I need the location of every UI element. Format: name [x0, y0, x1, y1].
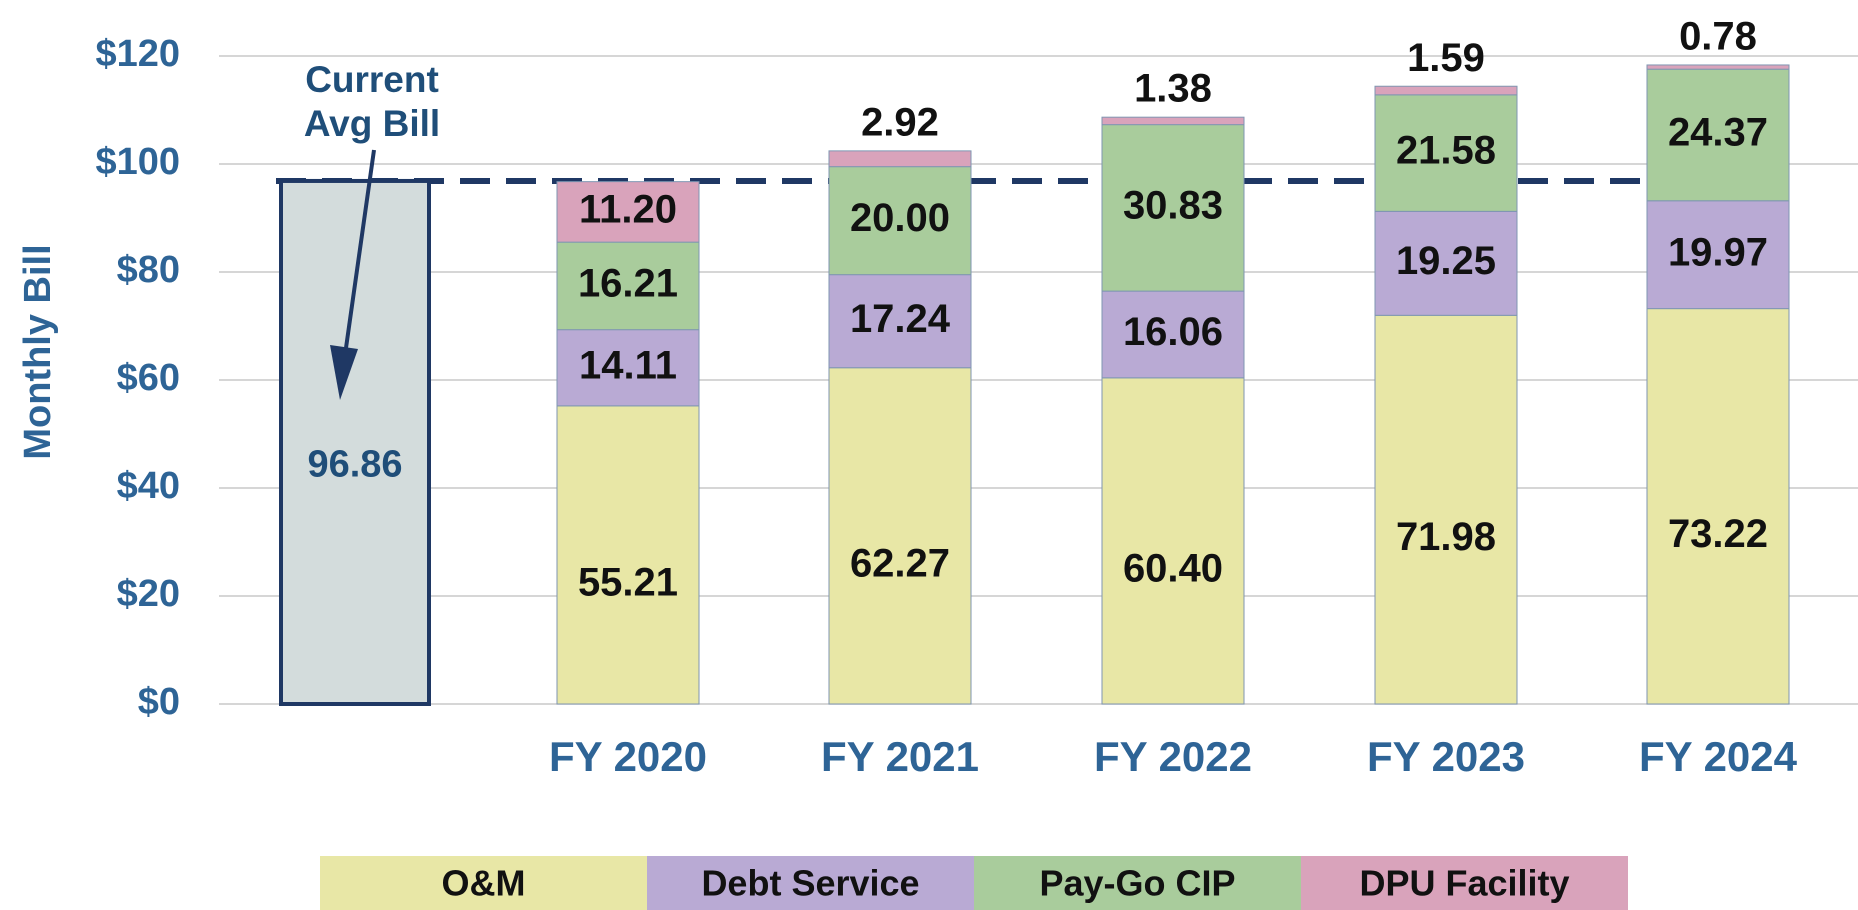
bar: [279, 178, 431, 706]
data-label: 11.20: [579, 187, 677, 231]
data-label: 71.98: [1396, 515, 1496, 559]
bar-segment: [828, 166, 972, 276]
data-label: 20.00: [850, 196, 950, 240]
x-tick-label: FY 2022: [1094, 733, 1252, 780]
legend-swatch: [974, 856, 1301, 910]
data-label: 55.21: [578, 560, 678, 604]
bar-segment: [1374, 85, 1518, 96]
data-label: 0.78: [1679, 15, 1757, 59]
bar-segment: [1646, 308, 1790, 705]
y-tick-label: $60: [117, 357, 180, 399]
x-tick-label: FY 2021: [821, 733, 979, 780]
bar-segment: [556, 405, 700, 705]
legend-label: Pay-Go CIP: [1039, 863, 1235, 904]
bar-segment: [556, 181, 700, 243]
bar-segment: [1374, 210, 1518, 316]
legend-label: O&M: [442, 863, 526, 904]
arrow-head: [330, 345, 358, 400]
legend-swatch: [647, 856, 974, 910]
data-label: 16.06: [1123, 310, 1223, 354]
bar-segment: [1101, 290, 1245, 379]
bar-segment: [1646, 200, 1790, 310]
legend-label: DPU Facility: [1359, 863, 1569, 904]
bar-segment: [1374, 94, 1518, 212]
bar-segment: [1374, 314, 1518, 705]
data-label: 1.38: [1134, 67, 1212, 111]
x-tick-label: FY 2020: [549, 733, 707, 780]
annotation-text: Current Avg Bill: [303, 59, 441, 144]
bar-segment: [1101, 124, 1245, 292]
y-axis-title: Monthly Bill: [17, 244, 59, 459]
data-label: 14.11: [579, 343, 677, 387]
y-tick-label: $120: [95, 33, 180, 75]
y-tick-label: $0: [138, 681, 180, 723]
data-label: 17.24: [850, 297, 951, 341]
y-tick-label: $40: [117, 465, 180, 507]
bar-segment: [1646, 64, 1790, 70]
x-tick-label: FY 2024: [1639, 733, 1798, 780]
legend-swatch: [320, 856, 647, 910]
data-label: 30.83: [1123, 183, 1223, 227]
x-tick-label: FY 2023: [1367, 733, 1525, 780]
data-label: 21.58: [1396, 129, 1496, 173]
legend-swatch: [1301, 856, 1628, 910]
data-label: 19.25: [1396, 239, 1496, 283]
bar-segment: [1646, 68, 1790, 202]
arrow: [343, 149, 376, 356]
bar-segment: [828, 150, 972, 168]
y-tick-label: $20: [117, 573, 180, 615]
data-label: 16.21: [578, 261, 678, 305]
bar-segment: [1101, 377, 1245, 705]
data-label: 96.86: [307, 443, 402, 485]
bar-segment: [556, 329, 700, 407]
data-label: 24.37: [1668, 111, 1768, 155]
data-label: 73.22: [1668, 512, 1768, 556]
legend-label: Debt Service: [701, 863, 919, 904]
bar-segment: [828, 274, 972, 369]
data-label: 2.92: [861, 100, 939, 144]
bar-segment: [828, 367, 972, 705]
bar-segment: [1101, 116, 1245, 126]
bar-segment: [556, 241, 700, 331]
data-label: 62.27: [850, 541, 950, 585]
data-label: 60.40: [1123, 546, 1223, 590]
data-label: 1.59: [1407, 36, 1485, 80]
y-tick-label: $80: [117, 249, 180, 291]
y-tick-label: $100: [95, 141, 180, 183]
data-label: 19.97: [1668, 230, 1768, 274]
